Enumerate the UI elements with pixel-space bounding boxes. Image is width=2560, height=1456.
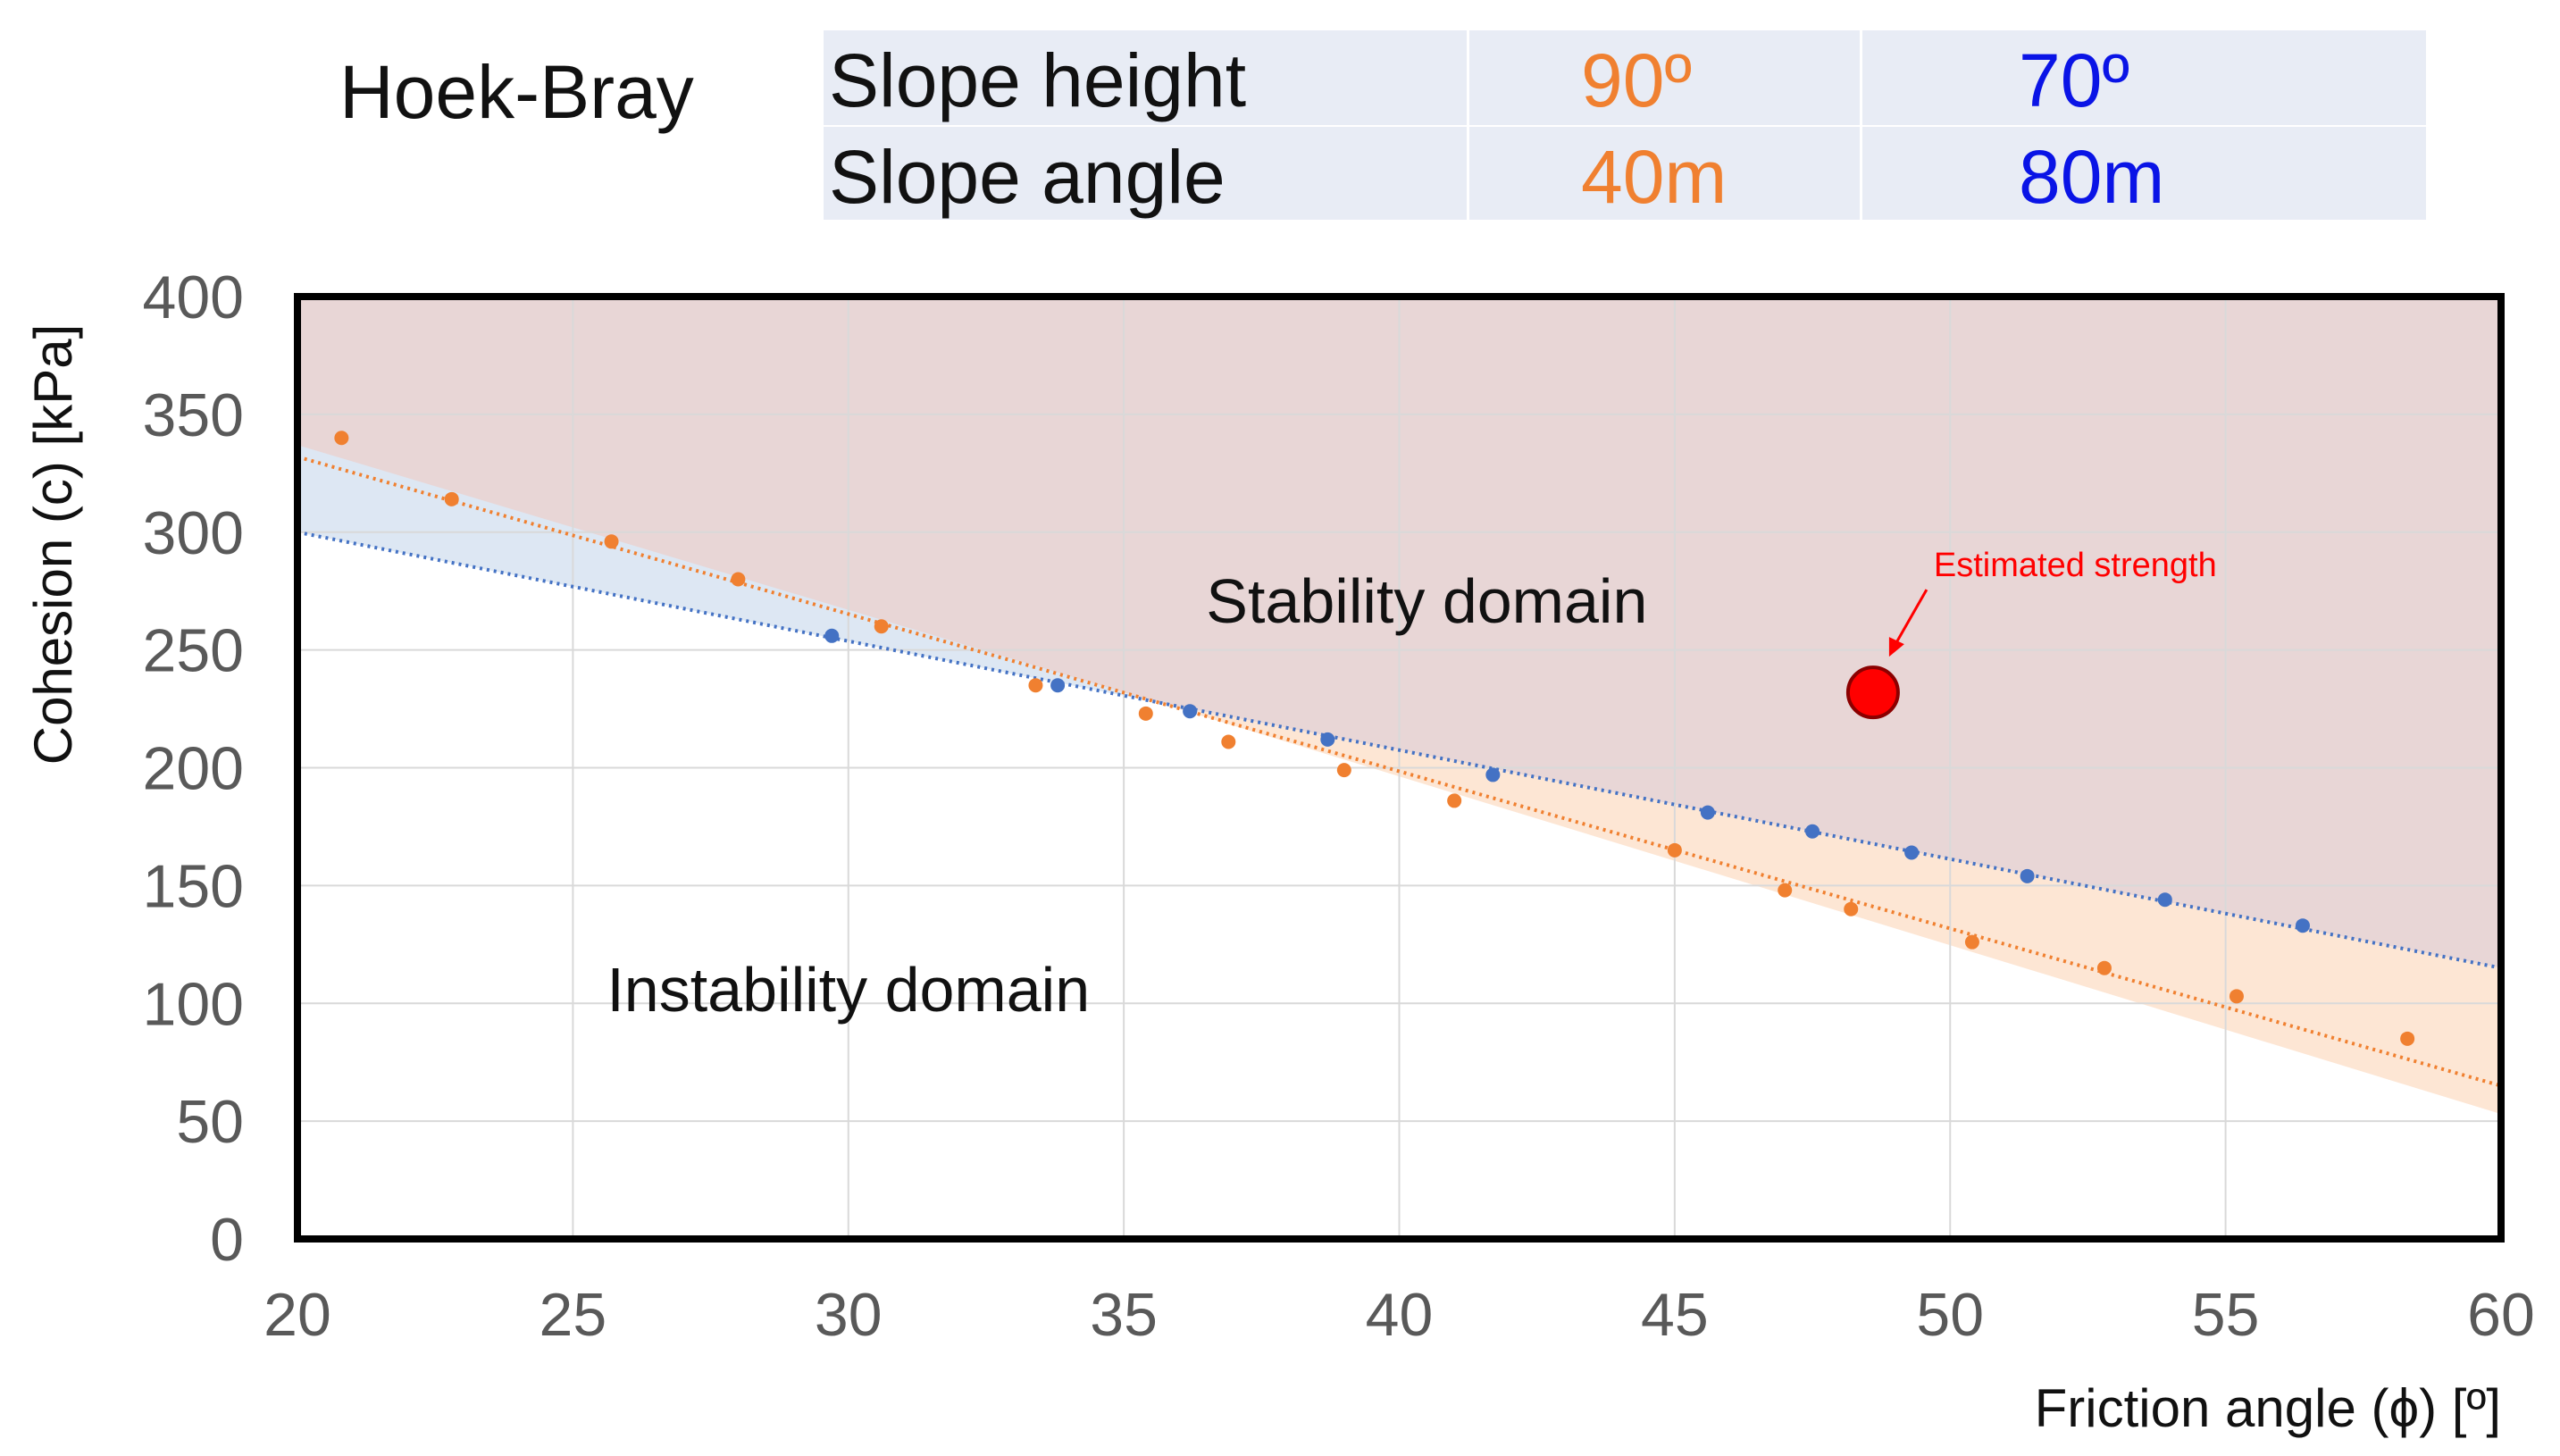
blue-data-point — [1700, 805, 1715, 820]
legend-blue-value: 80m — [2019, 135, 2165, 219]
axis-ticks: 20 25 30 35 40 45 50 55 60 0 50 100 150 200 250 300 350 4… — [143, 264, 2535, 1349]
orange-data-point — [1028, 678, 1043, 693]
blue-data-point — [2295, 918, 2310, 933]
y-axis-title: Cohesion (c) [kPa] — [23, 324, 83, 766]
x-axis-title: Friction angle (ϕ) [º] — [2035, 1378, 2501, 1438]
x-tick-label: 20 — [264, 1281, 331, 1349]
orange-data-point — [1221, 734, 1236, 749]
trend-lines — [297, 455, 2502, 1088]
legend-orange-value: 90º — [1581, 38, 1693, 122]
annotation-arrow — [1893, 589, 1928, 647]
legend-row-label: Slope height — [829, 38, 1247, 122]
legend-table: Slope height 90º 70º Slope angle 40m 80m — [824, 30, 2426, 220]
blue-data-point — [1320, 732, 1335, 747]
orange-data-point — [1667, 842, 1682, 858]
legend-divider — [1860, 30, 1862, 220]
blue-band-fill — [297, 445, 1158, 703]
x-tick-label: 30 — [815, 1281, 883, 1349]
orange-data-point — [874, 619, 889, 634]
plot-frame — [294, 293, 2505, 1243]
orange-data-point — [334, 431, 349, 446]
orange-data-point — [1336, 763, 1351, 778]
orange-data-point — [2229, 989, 2244, 1004]
y-tick-label: 0 — [210, 1206, 244, 1274]
blue-data-point — [2020, 868, 2035, 883]
instability-domain-label: Instability domain — [607, 955, 1090, 1025]
y-tick-label: 150 — [143, 852, 244, 920]
orange-data-point — [1844, 901, 1859, 916]
legend-row-slope-angle: Slope angle 40m 80m — [824, 125, 2426, 222]
orange-data-point — [444, 491, 459, 506]
estimated-strength-marker — [1845, 665, 1900, 720]
blue-trendline — [297, 530, 2502, 970]
y-tick-label: 250 — [143, 617, 244, 685]
estimate-marker-group: Estimated strength — [1845, 547, 2217, 720]
y-tick-label: 200 — [143, 735, 244, 803]
x-tick-label: 45 — [1641, 1281, 1709, 1349]
orange-band-fill — [1157, 702, 2501, 1115]
legend-orange-value: 40m — [1581, 135, 1728, 219]
data-points — [334, 431, 2415, 1046]
orange-data-point — [1778, 883, 1793, 898]
estimated-strength-label: Estimated strength — [1934, 547, 2217, 584]
stability-domain-label: Stability domain — [1206, 566, 1647, 636]
chart-title: Hoek-Bray — [339, 50, 694, 134]
orange-data-point — [2400, 1031, 2415, 1046]
x-tick-label: 50 — [1916, 1281, 1984, 1349]
orange-data-point — [604, 534, 619, 549]
y-tick-label: 100 — [143, 970, 244, 1038]
annotation-arrowhead — [1888, 637, 1904, 657]
blue-data-point — [824, 628, 840, 643]
blue-data-point — [1805, 824, 1820, 839]
x-tick-label: 25 — [540, 1281, 607, 1349]
y-tick-label: 400 — [143, 264, 244, 331]
y-tick-label: 350 — [143, 381, 244, 449]
x-tick-label: 40 — [1366, 1281, 1434, 1349]
orange-data-point — [2096, 960, 2112, 975]
blue-data-point — [1904, 845, 1920, 860]
y-tick-label: 300 — [143, 499, 244, 567]
orange-data-point — [731, 572, 746, 587]
orange-data-point — [1964, 934, 1979, 950]
blue-data-point — [1183, 704, 1198, 719]
y-tick-label: 50 — [176, 1088, 244, 1156]
x-tick-label: 60 — [2467, 1281, 2535, 1349]
legend-blue-value: 70º — [2019, 38, 2130, 122]
legend-divider — [1467, 30, 1469, 220]
blue-data-point — [2157, 892, 2172, 908]
x-tick-label: 35 — [1090, 1281, 1158, 1349]
legend-row-slope-height: Slope height 90º 70º — [824, 30, 2426, 125]
legend-row-label: Slope angle — [829, 135, 1226, 219]
x-tick-label: 55 — [2192, 1281, 2260, 1349]
blue-data-point — [1050, 678, 1066, 693]
orange-trendline — [297, 455, 2502, 1088]
blue-data-point — [1485, 767, 1501, 782]
orange-data-point — [1447, 793, 1462, 808]
orange-data-point — [1138, 706, 1153, 721]
